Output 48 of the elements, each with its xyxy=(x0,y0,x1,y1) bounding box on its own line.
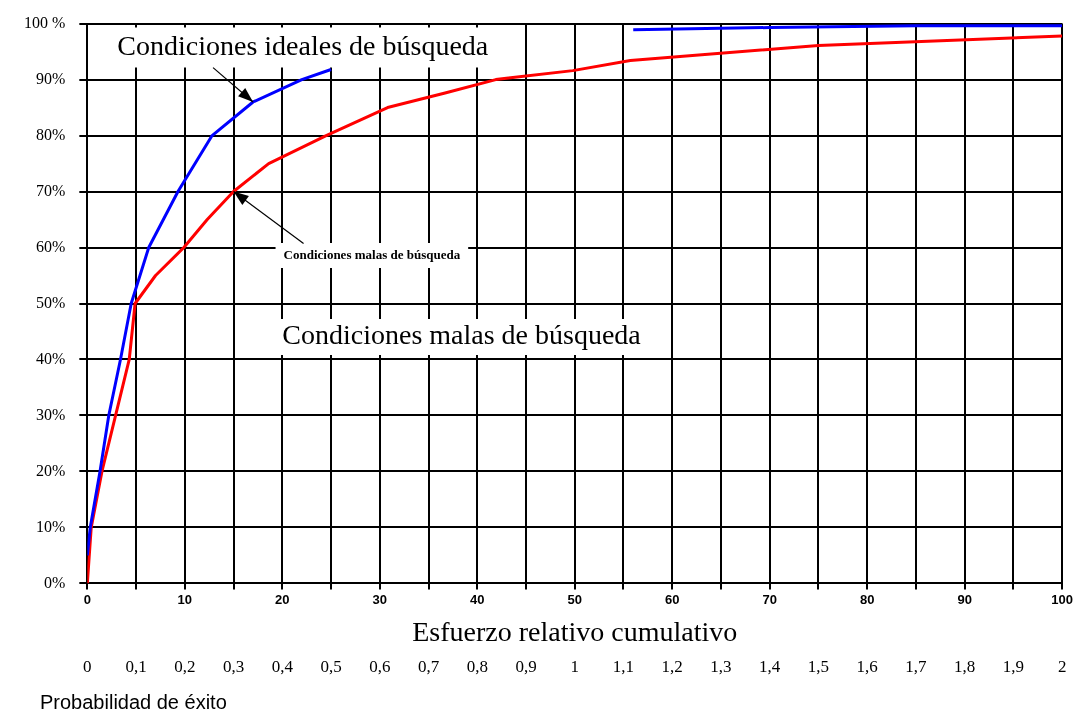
x2-tick-label: 0,4 xyxy=(271,657,294,677)
y-tick-label: 0% xyxy=(44,573,66,591)
annotation: Condiciones ideales de búsqueda xyxy=(117,29,489,61)
x-tick-label: 100 xyxy=(1051,591,1074,607)
y-tick-label: 30% xyxy=(36,405,66,423)
x2-tick-label: 1,7 xyxy=(905,657,928,677)
y-tick-label: 100 % xyxy=(24,13,66,31)
x-tick-label: 10 xyxy=(177,591,193,607)
x2-tick-label: 0,6 xyxy=(369,657,391,677)
y-tick-label: 70% xyxy=(36,181,66,199)
x2-tick-label: 0,2 xyxy=(174,657,196,677)
x2-tick-label: 1,8 xyxy=(954,657,976,677)
x-axis-title: Esfuerzo relativo cumulativo xyxy=(412,616,738,648)
x2-tick-label: 0,9 xyxy=(515,657,537,677)
x2-tick-label: 1,2 xyxy=(661,657,683,677)
x2-tick-label: 0,1 xyxy=(125,657,147,677)
x-tick-label: 0 xyxy=(83,591,91,607)
x2-tick-label: 1,4 xyxy=(759,657,781,677)
x2-tick-label: 0,5 xyxy=(320,657,342,677)
x2-tick-label: 1,3 xyxy=(710,657,732,677)
y-tick-label: 10% xyxy=(36,517,66,535)
x2-tick-label: 1,9 xyxy=(1002,657,1025,677)
x-tick-label: 70 xyxy=(762,591,777,607)
x-tick-label: 50 xyxy=(567,591,582,607)
annotation: Condiciones malas de búsqueda xyxy=(282,319,642,351)
text: Probabilidad de éxito xyxy=(40,690,227,713)
y-tick-label: 90% xyxy=(36,69,66,87)
x-tick-label: 60 xyxy=(664,591,680,607)
x2-tick-label: 1,1 xyxy=(612,657,635,677)
x-tick-label: 90 xyxy=(957,591,972,607)
y-tick-label: 40% xyxy=(36,349,66,367)
x2-tick-label: 0,8 xyxy=(466,657,488,677)
annotation: Condiciones malas de búsqueda xyxy=(283,246,461,262)
x-tick-label: 40 xyxy=(470,591,485,607)
y-tick-label: 50% xyxy=(36,293,66,311)
x-tick-label: 80 xyxy=(859,591,875,607)
x2-tick-label: 1,5 xyxy=(807,657,830,677)
x-tick-label: 30 xyxy=(372,591,388,607)
x2-tick-label: 0,7 xyxy=(417,657,440,677)
x2-tick-label: 0 xyxy=(83,657,92,677)
x2-tick-label: 1 xyxy=(570,657,579,677)
x2-tick-label: 1,6 xyxy=(856,657,878,677)
x2-tick-label: 2 xyxy=(1057,657,1067,677)
x2-tick-label: 0,3 xyxy=(222,657,245,677)
y-tick-label: 60% xyxy=(36,237,66,255)
x-tick-label: 20 xyxy=(275,591,290,607)
y-tick-label: 80% xyxy=(36,125,66,143)
y-tick-label: 20% xyxy=(36,461,66,479)
